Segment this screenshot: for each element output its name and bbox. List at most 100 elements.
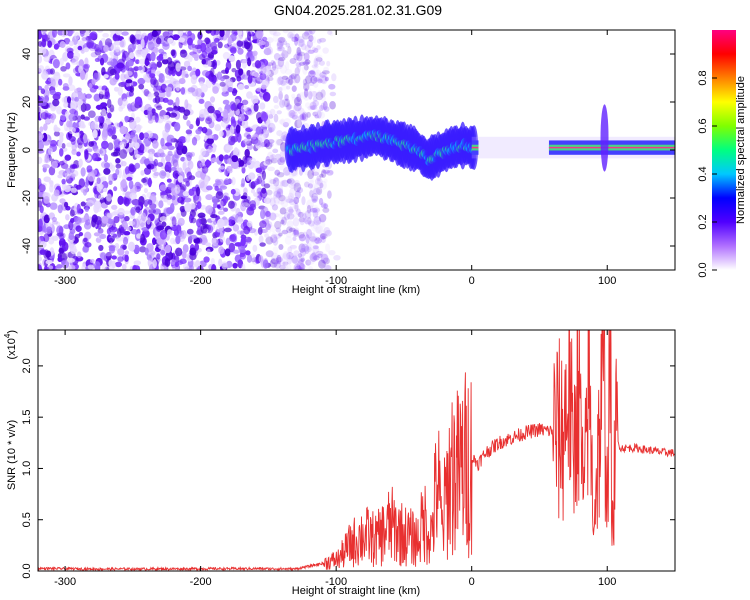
- heatmap-noise-blob: [237, 113, 246, 122]
- heatmap-noise-blob: [287, 31, 294, 39]
- heatmap-noise-blob: [158, 77, 164, 83]
- heatmap-noise-blob: [297, 63, 302, 73]
- heatmap-noise-blob: [302, 231, 308, 236]
- heatmap-noise-blob: [228, 55, 236, 63]
- heatmap-noise-blob: [259, 242, 266, 247]
- multiplier-base: (x10: [6, 338, 18, 359]
- heatmap-noise-blob: [120, 160, 127, 167]
- heatmap-noise-blob: [87, 199, 94, 207]
- heatmap-noise-blob: [266, 62, 272, 69]
- heatmap-noise-blob: [77, 45, 83, 51]
- heatmap-noise-blob: [273, 104, 280, 109]
- heatmap-noise-blob: [282, 197, 288, 202]
- heatmap-noise-blob: [292, 217, 300, 227]
- heatmap-noise-blob: [294, 119, 303, 129]
- heatmap-noise-blob: [212, 133, 219, 141]
- heatmap-noise-blob: [50, 114, 55, 124]
- heatmap-noise-blob: [321, 253, 329, 263]
- heatmap-noise-blob: [94, 261, 101, 270]
- heatmap-noise-blob: [94, 57, 100, 63]
- heatmap-noise-blob: [280, 80, 286, 86]
- heatmap-noise-blob: [240, 183, 245, 188]
- heatmap-noise-blob: [96, 105, 101, 111]
- heatmap-noise-blob: [75, 225, 82, 233]
- heatmap-noise-blob: [304, 219, 312, 225]
- heatmap-noise-blob: [139, 158, 145, 165]
- heatmap-noise-blob: [281, 179, 289, 187]
- heatmap-noise-blob: [311, 222, 319, 232]
- heatmap-noise-blob: [201, 69, 210, 77]
- heatmap-noise-blob: [319, 37, 327, 43]
- heatmap-noise-blob: [170, 187, 176, 195]
- heatmap-noise-blob: [44, 266, 50, 270]
- heatmap-noise-blob: [244, 236, 253, 243]
- heatmap-noise-blob: [304, 44, 312, 52]
- heatmap-noise-blob: [98, 122, 104, 129]
- heatmap-noise-blob: [269, 184, 276, 190]
- heatmap-noise-blob: [289, 112, 295, 117]
- heatmap-noise-blob: [316, 38, 322, 44]
- x-tick-label: -200: [190, 576, 212, 588]
- heatmap-noise-blob: [98, 244, 104, 252]
- heatmap-noise-blob: [182, 243, 189, 253]
- heatmap-noise-blob: [302, 78, 308, 86]
- heatmap-noise-blob: [316, 219, 322, 224]
- heatmap-noise-blob: [279, 37, 285, 47]
- heatmap-noise-blob: [319, 104, 324, 112]
- heatmap-noise-blob: [43, 233, 50, 243]
- heatmap-noise-blob: [109, 77, 117, 86]
- heatmap-noise-blob: [300, 257, 306, 262]
- heatmap-noise-blob: [146, 179, 153, 186]
- heatmap-noise-blob: [134, 116, 141, 123]
- heatmap-noise-blob: [52, 58, 60, 69]
- heatmap-noise-blob: [79, 70, 86, 81]
- heatmap-noise-blob: [285, 42, 291, 48]
- heatmap-noise-blob: [80, 114, 85, 120]
- heatmap-noise-blob: [206, 185, 213, 191]
- heatmap-noise-blob: [298, 243, 306, 253]
- heatmap-noise-blob: [190, 74, 198, 85]
- heatmap-noise-blob: [228, 242, 236, 253]
- heatmap-noise-blob: [42, 141, 50, 146]
- heatmap-noise-blob: [265, 210, 271, 218]
- heatmap-noise-blob: [177, 141, 184, 151]
- heatmap-noise-blob: [135, 123, 142, 133]
- heatmap-noise-blob: [105, 252, 112, 257]
- snr-series-line: [38, 330, 675, 571]
- heatmap-noise-blob: [187, 87, 196, 93]
- heatmap-noise-blob: [245, 250, 251, 256]
- heatmap-noise-blob: [227, 86, 234, 93]
- heatmap-noise-blob: [301, 243, 310, 253]
- colorbar-fill: [712, 30, 736, 270]
- x-tick-label: -300: [54, 576, 76, 588]
- heatmap-noise-blob: [281, 98, 289, 108]
- heatmap-noise-blob: [129, 52, 135, 60]
- heatmap-noise-blob: [317, 229, 326, 235]
- heatmap-noise-blob: [103, 187, 108, 193]
- heatmap-noise-blob: [38, 156, 43, 165]
- heatmap-noise-blob: [240, 230, 245, 237]
- heatmap-noise-blob: [318, 60, 325, 66]
- heatmap-noise-blob: [74, 132, 81, 138]
- heatmap-noise-blob: [177, 217, 185, 226]
- heatmap-noise-blob: [59, 147, 64, 157]
- heatmap-noise-blob: [314, 54, 323, 60]
- heatmap-noise-blob: [165, 86, 173, 93]
- heatmap-noise-blob: [49, 68, 55, 75]
- heatmap-noise-blob: [174, 261, 179, 268]
- heatmap-noise-blob: [307, 88, 312, 98]
- heatmap-noise-blob: [142, 73, 150, 81]
- heatmap-noise-blob: [175, 81, 181, 92]
- heatmap-noise-blob: [286, 226, 293, 234]
- y-tick-label: 1.0: [21, 461, 33, 476]
- heatmap-noise-blob: [316, 110, 322, 119]
- heatmap-noise-blob: [82, 133, 88, 144]
- heatmap-noise-blob: [166, 229, 173, 237]
- heatmap-noise-blob: [164, 142, 173, 147]
- heatmap-noise-blob: [270, 234, 278, 244]
- heatmap-noise-blob: [76, 115, 82, 123]
- heatmap-noise-blob: [297, 107, 305, 115]
- heatmap-noise-blob: [123, 230, 131, 236]
- heatmap-noise-blob: [195, 87, 203, 97]
- heatmap-noise-blob: [185, 152, 193, 158]
